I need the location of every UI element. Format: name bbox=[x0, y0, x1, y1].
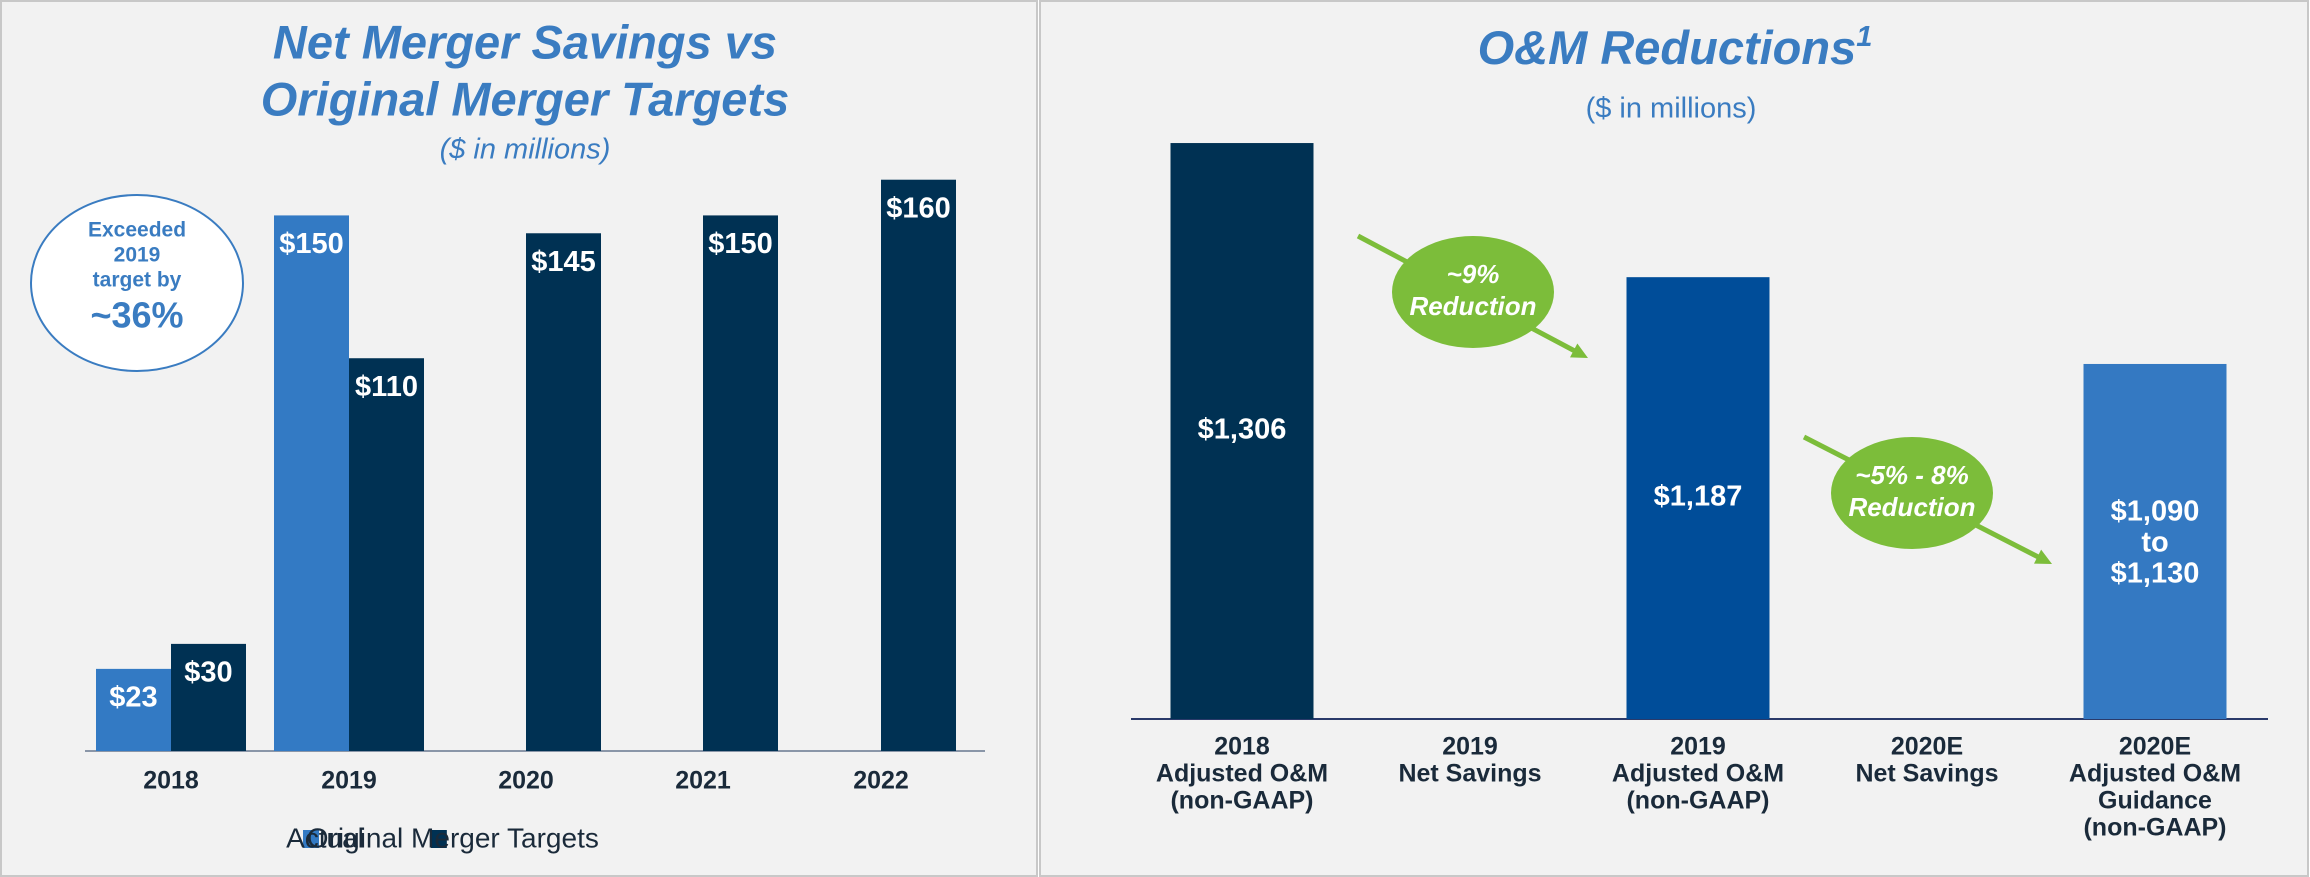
value-label: $145 bbox=[531, 246, 596, 278]
x-tick-label: 2019 bbox=[1670, 733, 1726, 761]
arrow-head bbox=[1570, 343, 1588, 358]
bar bbox=[274, 215, 349, 752]
annotation-text: ~9% bbox=[1447, 259, 1500, 289]
x-tick-label: Adjusted O&M bbox=[1612, 760, 1784, 788]
chart-subtitle: ($ in millions) bbox=[1586, 93, 1757, 125]
annotation-bubble bbox=[1831, 437, 1993, 549]
arrow-head bbox=[2034, 549, 2052, 564]
x-tick-label: Net Savings bbox=[1855, 760, 1998, 788]
annotation-text: ~5% - 8% bbox=[1855, 460, 1968, 490]
x-tick-label: 2019 bbox=[321, 767, 377, 795]
value-label: $160 bbox=[886, 192, 951, 224]
x-tick-label: (non-GAAP) bbox=[1626, 787, 1769, 815]
bar bbox=[96, 668, 171, 751]
bar bbox=[881, 179, 956, 752]
value-label: $150 bbox=[279, 228, 344, 260]
x-tick-label: 2020E bbox=[2119, 733, 2191, 761]
chart-subtitle: ($ in millions) bbox=[440, 134, 611, 166]
bar bbox=[171, 643, 246, 751]
value-label: $110 bbox=[355, 371, 418, 403]
x-tick-label: 2019 bbox=[1442, 733, 1498, 761]
annotation-text: 2019 bbox=[114, 244, 161, 267]
x-tick-label: 2018 bbox=[1214, 733, 1270, 761]
annotation-bubble bbox=[1392, 236, 1554, 348]
legend-swatch bbox=[303, 830, 319, 848]
x-tick-label: Adjusted O&M bbox=[2069, 760, 2241, 788]
x-tick-label: Net Savings bbox=[1398, 760, 1541, 788]
x-tick-label: Guidance bbox=[2098, 787, 2212, 815]
chart-title: Net Merger Savings vs bbox=[273, 15, 777, 68]
range-bar bbox=[2083, 363, 2227, 719]
title-footnote: 1 bbox=[1856, 21, 1872, 53]
x-tick-label: 2020 bbox=[498, 767, 554, 795]
value-label: $1,187 bbox=[1654, 481, 1743, 513]
range-label: $1,090 bbox=[2111, 496, 2200, 528]
bar bbox=[703, 215, 778, 752]
chart-title: O&M Reductions1 bbox=[1478, 21, 1873, 75]
chart-title: Original Merger Targets bbox=[261, 72, 789, 125]
x-tick-label: (non-GAAP) bbox=[2083, 814, 2226, 842]
bar bbox=[526, 233, 601, 751]
x-tick-label: 2020E bbox=[1891, 733, 1963, 761]
x-tick-label: 2018 bbox=[143, 767, 199, 795]
legend-swatch bbox=[430, 830, 447, 848]
bar bbox=[349, 358, 424, 751]
value-label: $23 bbox=[109, 682, 157, 714]
x-tick-label: 2022 bbox=[853, 767, 909, 795]
x-tick-label: 2021 bbox=[675, 767, 731, 795]
annotation-highlight: ~36% bbox=[90, 295, 183, 336]
annotation-text: Reduction bbox=[1409, 291, 1536, 321]
x-tick-label: (non-GAAP) bbox=[1170, 787, 1313, 815]
annotation-text: Reduction bbox=[1848, 492, 1975, 522]
value-label: $30 bbox=[184, 657, 232, 689]
annotation-bubble bbox=[30, 194, 244, 372]
legend-label: Original Merger Targets bbox=[307, 822, 599, 853]
annotation-text: Exceeded bbox=[88, 219, 186, 242]
legend-label: Actual bbox=[286, 822, 364, 853]
value-label: $150 bbox=[708, 228, 773, 260]
bar bbox=[1626, 277, 1770, 719]
bar bbox=[1170, 143, 1314, 719]
title-text: O&M Reductions bbox=[1478, 21, 1857, 74]
annotation-text: target by bbox=[93, 269, 182, 292]
value-label: $1,306 bbox=[1198, 414, 1287, 446]
range-label: to bbox=[2141, 527, 2168, 559]
range-label: $1,130 bbox=[2111, 558, 2200, 590]
x-tick-label: Adjusted O&M bbox=[1156, 760, 1328, 788]
